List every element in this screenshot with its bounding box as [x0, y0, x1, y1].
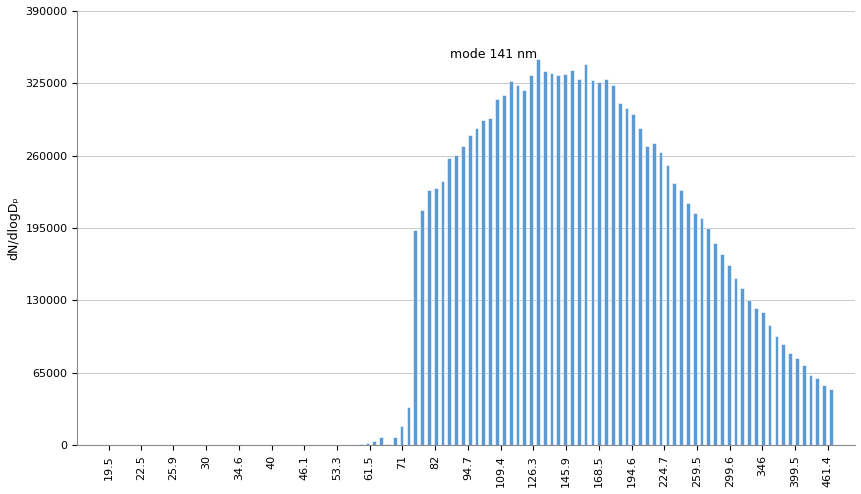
Bar: [474, 128, 478, 445]
Bar: [508, 81, 512, 445]
Bar: [433, 188, 437, 445]
Bar: [815, 378, 818, 445]
Bar: [590, 80, 593, 445]
Bar: [440, 181, 443, 445]
Bar: [821, 385, 825, 445]
Bar: [740, 288, 743, 445]
Bar: [576, 79, 580, 445]
Bar: [685, 203, 689, 445]
Bar: [767, 325, 771, 445]
Bar: [419, 210, 424, 445]
Bar: [746, 300, 750, 445]
Bar: [794, 358, 798, 445]
Bar: [706, 228, 709, 445]
Y-axis label: dN/dlogDₚ: dN/dlogDₚ: [7, 196, 20, 260]
Bar: [400, 425, 403, 445]
Bar: [487, 118, 492, 445]
Bar: [515, 85, 518, 445]
Bar: [556, 75, 560, 445]
Bar: [549, 73, 553, 445]
Bar: [631, 114, 635, 445]
Bar: [665, 165, 668, 445]
Bar: [501, 95, 505, 445]
Bar: [753, 308, 757, 445]
Bar: [828, 389, 832, 445]
Bar: [562, 74, 567, 445]
Bar: [651, 143, 655, 445]
Bar: [726, 265, 730, 445]
Bar: [617, 103, 621, 445]
Bar: [712, 243, 716, 445]
Bar: [413, 230, 417, 445]
Bar: [426, 190, 430, 445]
Bar: [644, 146, 648, 445]
Bar: [481, 120, 485, 445]
Bar: [719, 254, 723, 445]
Bar: [454, 156, 457, 445]
Bar: [774, 336, 777, 445]
Bar: [808, 374, 811, 445]
Bar: [637, 128, 641, 445]
Bar: [379, 437, 382, 445]
Bar: [760, 312, 764, 445]
Bar: [610, 85, 614, 445]
Bar: [372, 441, 375, 445]
Bar: [624, 108, 628, 445]
Bar: [536, 59, 539, 445]
Bar: [358, 444, 362, 445]
Bar: [583, 64, 587, 445]
Bar: [692, 213, 696, 445]
Bar: [468, 135, 471, 445]
Bar: [386, 444, 389, 445]
Bar: [604, 79, 607, 445]
Bar: [787, 353, 791, 445]
Bar: [542, 71, 546, 445]
Bar: [678, 190, 682, 445]
Bar: [569, 71, 573, 445]
Bar: [522, 90, 525, 445]
Bar: [447, 158, 450, 445]
Bar: [733, 278, 736, 445]
Bar: [494, 99, 499, 445]
Bar: [658, 152, 662, 445]
Bar: [365, 443, 369, 445]
Bar: [801, 366, 805, 445]
Bar: [393, 438, 396, 445]
Bar: [461, 146, 464, 445]
Bar: [597, 82, 600, 445]
Bar: [672, 183, 675, 445]
Bar: [699, 218, 703, 445]
Bar: [780, 344, 784, 445]
Bar: [529, 75, 532, 445]
Text: mode 141 nm: mode 141 nm: [449, 48, 536, 61]
Bar: [406, 407, 410, 445]
